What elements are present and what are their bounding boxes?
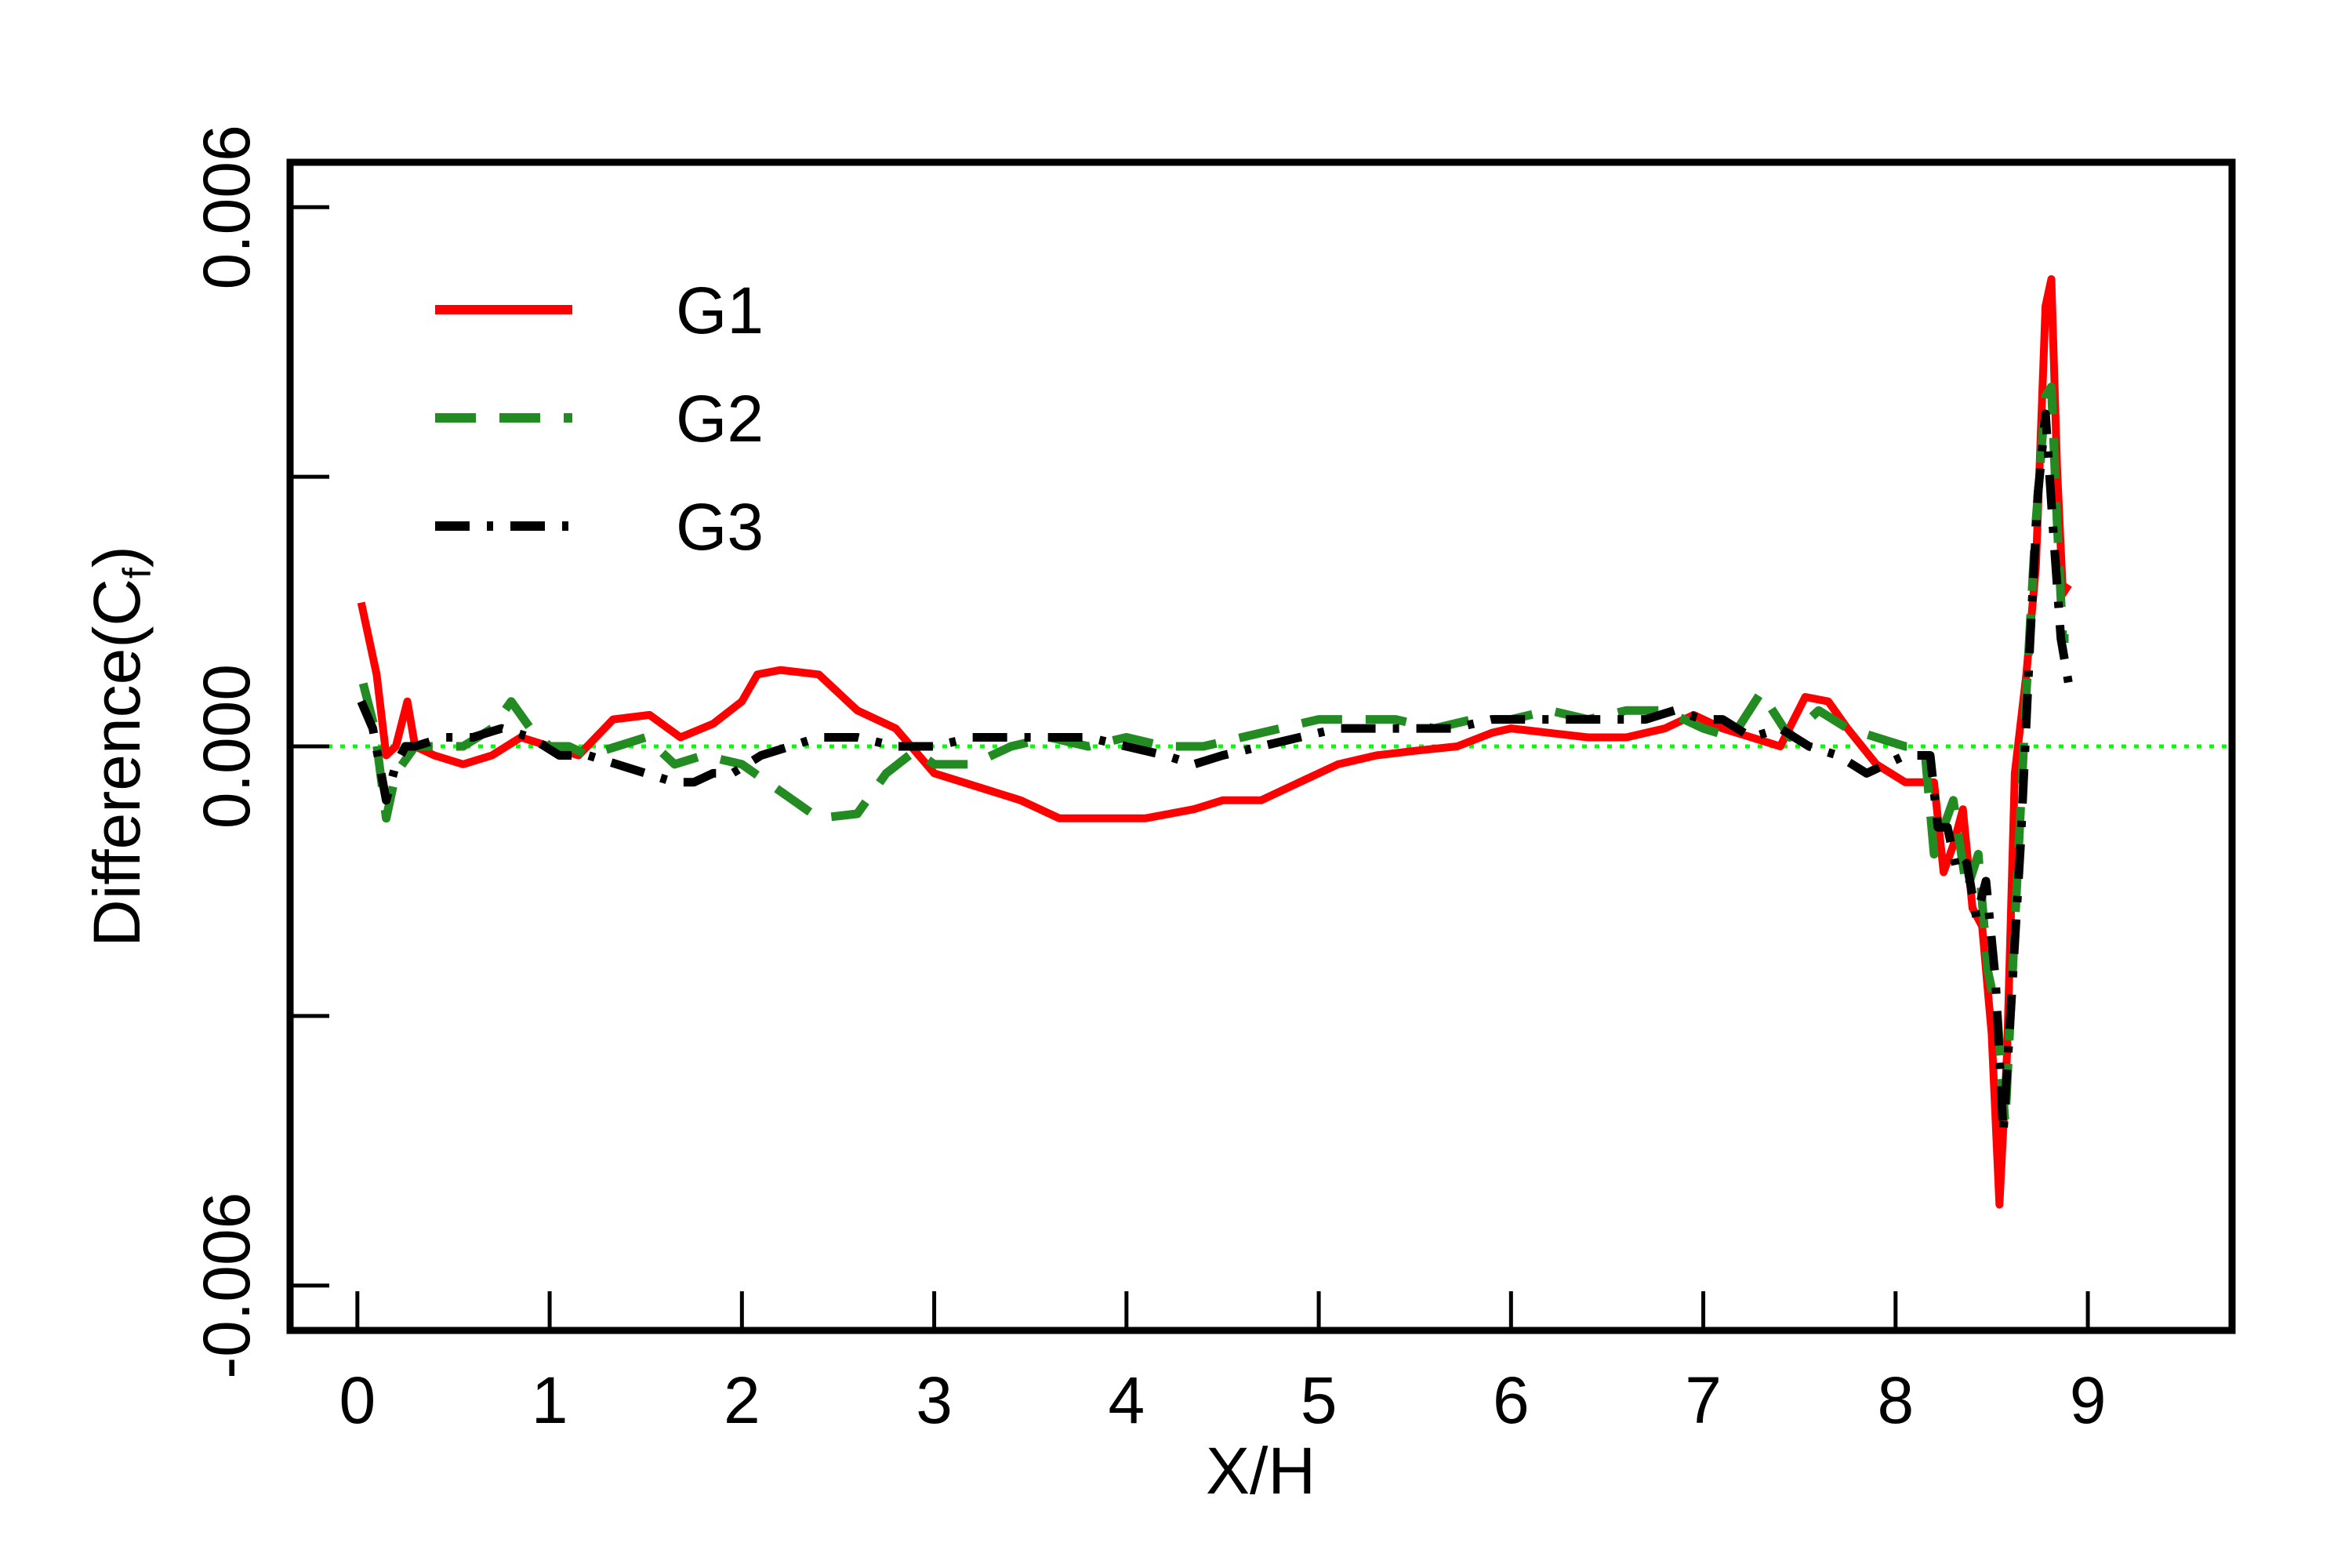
y-axis: -0.006 0.000 0.006 bbox=[190, 125, 329, 1379]
y-tick-label: 0.006 bbox=[190, 125, 263, 289]
series-layer bbox=[357, 275, 2073, 1209]
x-tick-label: 9 bbox=[2070, 1363, 2107, 1437]
series-line-g2 bbox=[358, 383, 2069, 1128]
series-line-g3 bbox=[357, 409, 2073, 1138]
y-axis-label-close: ) bbox=[80, 546, 154, 568]
y-axis-label: Difference(Cf) bbox=[80, 546, 159, 947]
x-tick-label: 3 bbox=[916, 1363, 953, 1437]
y-tick-label: -0.006 bbox=[190, 1192, 263, 1379]
legend: G1 G2 G3 bbox=[435, 274, 764, 564]
x-axis-label: X/H bbox=[1206, 1434, 1316, 1508]
x-tick-label: 1 bbox=[532, 1363, 568, 1437]
x-tick-label: 7 bbox=[1685, 1363, 1722, 1437]
y-tick-label: 0.000 bbox=[190, 664, 263, 829]
x-tick-label: 2 bbox=[724, 1363, 760, 1437]
x-tick-label: 6 bbox=[1493, 1363, 1530, 1437]
y-axis-label-main: Difference(C bbox=[80, 579, 154, 947]
legend-label-g1: G1 bbox=[676, 274, 764, 347]
x-tick-label: 4 bbox=[1108, 1363, 1145, 1437]
y-axis-label-subscript: f bbox=[115, 568, 159, 579]
legend-label-g2: G2 bbox=[676, 382, 764, 456]
x-tick-label: 5 bbox=[1301, 1363, 1338, 1437]
legend-label-g3: G3 bbox=[676, 490, 764, 564]
x-tick-label: 8 bbox=[1877, 1363, 1914, 1437]
x-axis: 0 1 2 3 4 5 6 7 8 9 bbox=[339, 1291, 2106, 1437]
x-tick-label: 0 bbox=[339, 1363, 376, 1437]
series-line-g1 bbox=[357, 275, 2072, 1209]
